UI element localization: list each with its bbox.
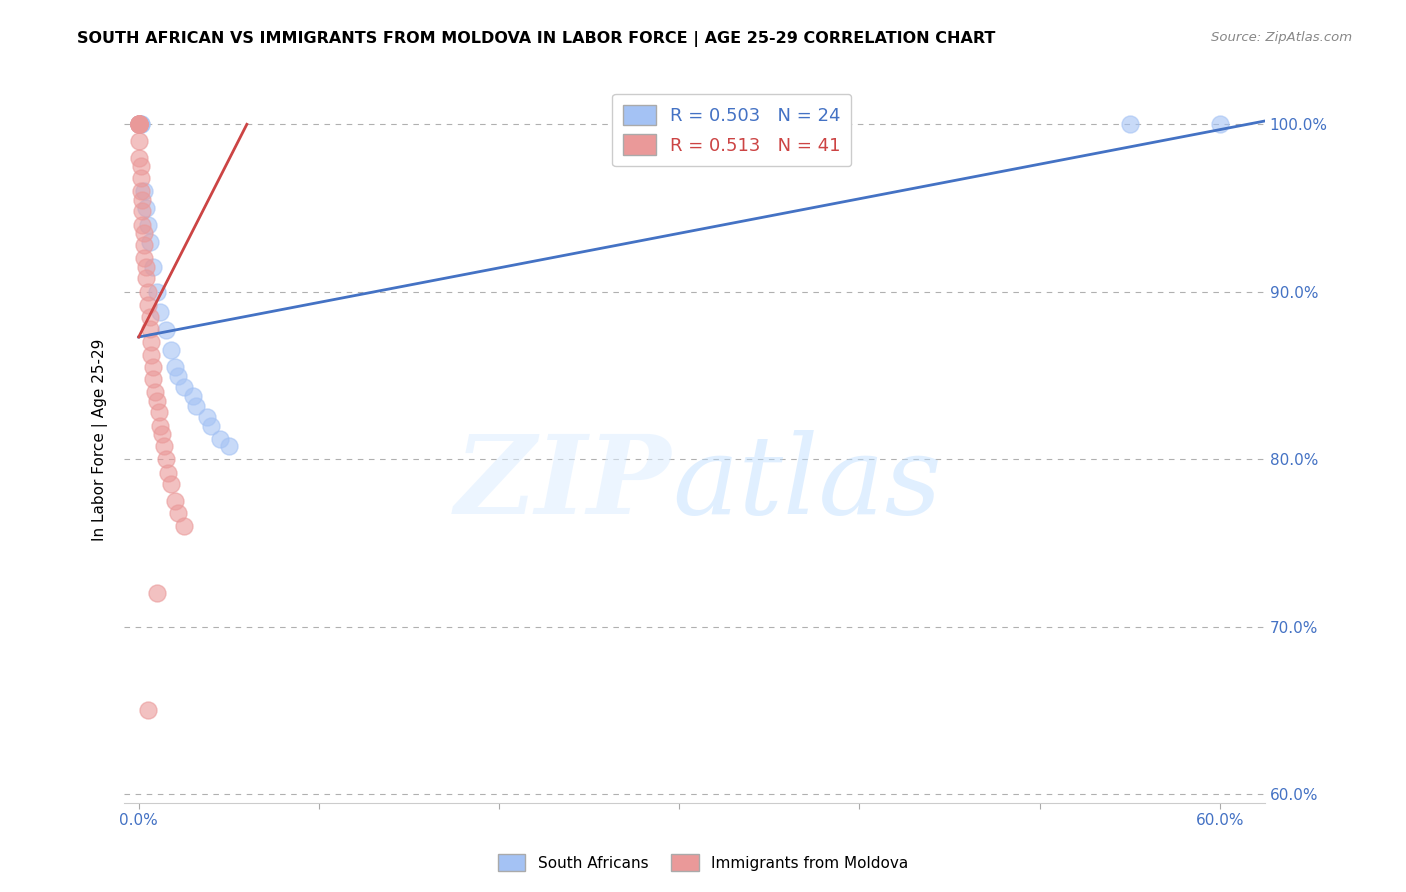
Point [131, 218, 153, 232]
Point [155, 452, 177, 467]
Point [128, 117, 150, 131]
Point [141, 348, 163, 362]
Point [173, 380, 195, 394]
Point [218, 439, 240, 453]
Point [135, 260, 157, 274]
Point [195, 410, 218, 425]
Point [173, 519, 195, 533]
Point [163, 494, 186, 508]
Point [128, 117, 150, 131]
Point [142, 260, 165, 274]
Point [136, 298, 159, 312]
Point [200, 418, 222, 433]
Text: atlas: atlas [672, 430, 942, 537]
Point [186, 399, 208, 413]
Text: SOUTH AFRICAN VS IMMIGRANTS FROM MOLDOVA IN LABOR FORCE | AGE 25-29 CORRELATION : SOUTH AFRICAN VS IMMIGRANTS FROM MOLDOVA… [77, 31, 995, 47]
Point [128, 151, 150, 165]
Point [167, 506, 190, 520]
Point [134, 252, 156, 266]
Point [135, 201, 157, 215]
Point [136, 703, 159, 717]
Point [143, 385, 166, 400]
Text: ZIP: ZIP [456, 430, 672, 537]
Legend: R = 0.503   N = 24, R = 0.513   N = 41: R = 0.503 N = 24, R = 0.513 N = 41 [613, 94, 852, 166]
Point [141, 334, 163, 349]
Point [149, 305, 172, 319]
Point [134, 238, 156, 252]
Point [150, 427, 173, 442]
Point [163, 360, 186, 375]
Point [149, 418, 172, 433]
Point [138, 235, 160, 249]
Text: Source: ZipAtlas.com: Source: ZipAtlas.com [1212, 31, 1353, 45]
Point [181, 389, 204, 403]
Point [135, 271, 157, 285]
Point [148, 405, 170, 419]
Point [129, 117, 152, 131]
Point [129, 184, 152, 198]
Point [136, 285, 159, 299]
Point [136, 218, 159, 232]
Point [128, 117, 150, 131]
Point [128, 134, 150, 148]
Point [1209, 117, 1232, 131]
Point [131, 193, 153, 207]
Point [131, 204, 153, 219]
Point [129, 117, 152, 131]
Legend: South Africans, Immigrants from Moldova: South Africans, Immigrants from Moldova [492, 848, 914, 877]
Point [128, 117, 150, 131]
Point [160, 477, 183, 491]
Point [208, 432, 231, 446]
Point [128, 117, 150, 131]
Point [145, 285, 167, 299]
Point [155, 323, 177, 337]
Y-axis label: In Labor Force | Age 25-29: In Labor Force | Age 25-29 [93, 339, 108, 541]
Point [142, 372, 165, 386]
Point [153, 439, 176, 453]
Point [145, 586, 167, 600]
Point [138, 310, 160, 324]
Point [160, 343, 183, 358]
Point [142, 360, 165, 375]
Point [128, 117, 150, 131]
Point [138, 321, 160, 335]
Point [128, 117, 150, 131]
Point [129, 159, 152, 173]
Point [156, 466, 179, 480]
Point [134, 226, 156, 240]
Point [128, 117, 150, 131]
Point [129, 170, 152, 185]
Point [145, 393, 167, 408]
Point [134, 184, 156, 198]
Point [167, 368, 190, 383]
Point [1119, 117, 1142, 131]
